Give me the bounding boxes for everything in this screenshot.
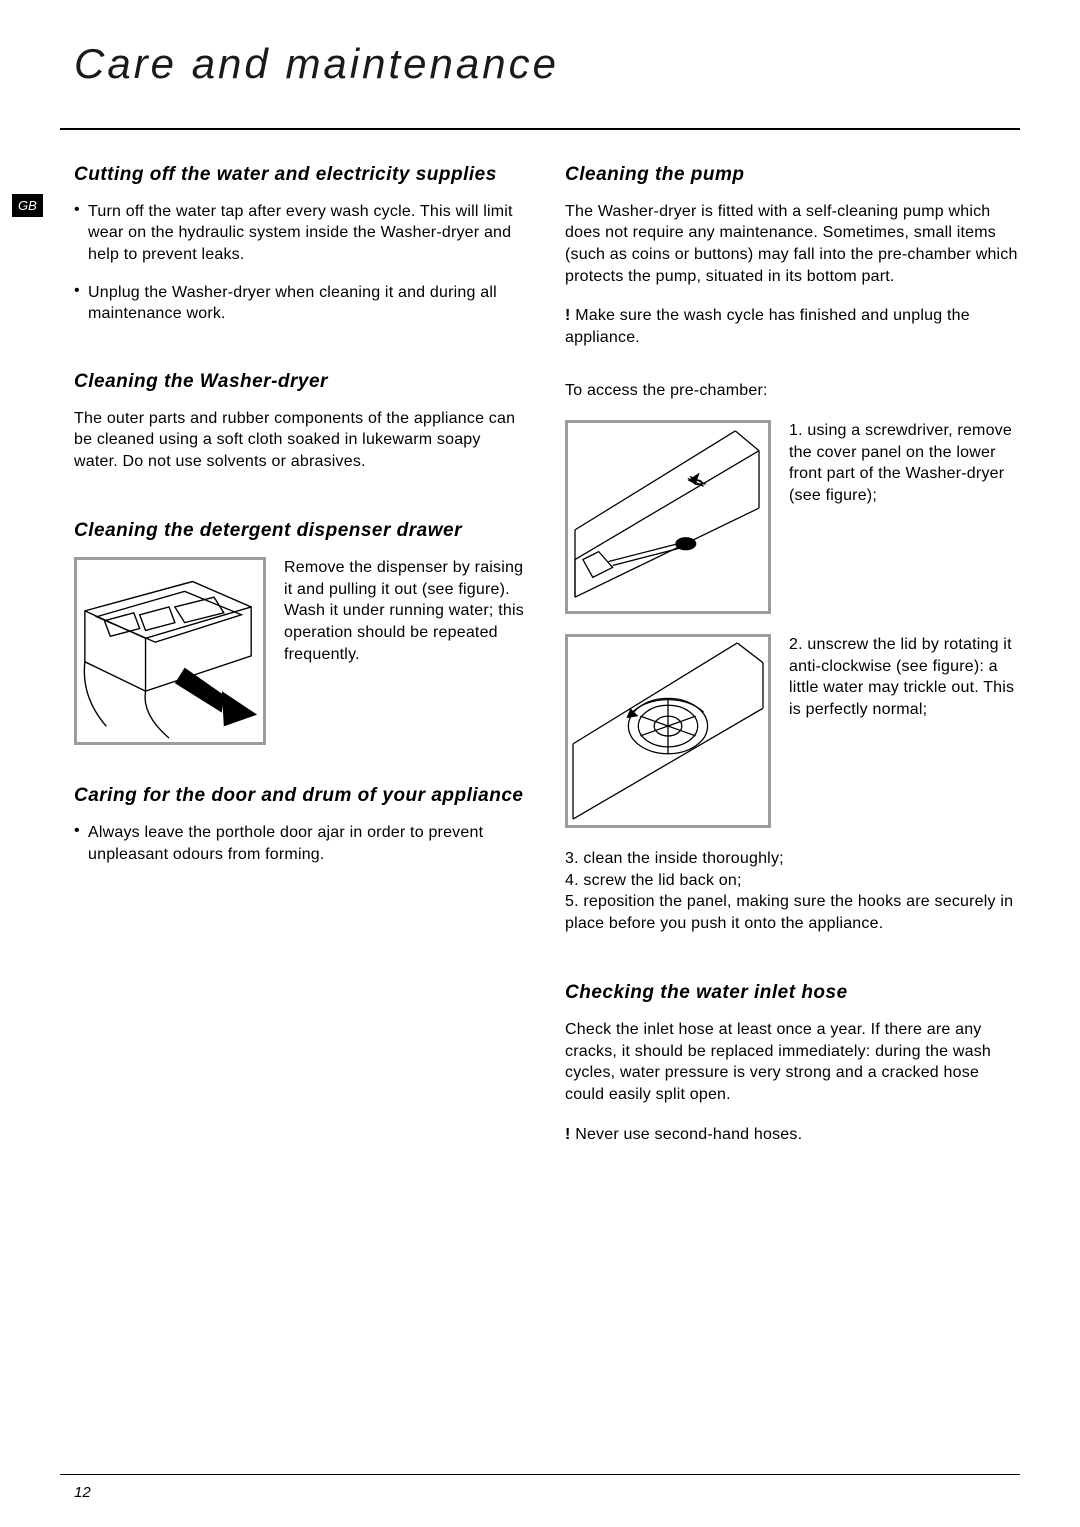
bullet-icon: [74, 822, 88, 865]
warning-text: Make sure the wash cycle has finished an…: [565, 305, 1020, 348]
figure-drawer: [74, 557, 266, 745]
bullet-list: Always leave the porthole door ajar in o…: [74, 822, 529, 865]
figure-row: 2. unscrew the lid by rotating it anti-c…: [565, 634, 1020, 828]
section-heading: Checking the water inlet hose: [565, 982, 1020, 1005]
step-text: 1. using a screwdriver, remove the cover…: [789, 420, 1020, 614]
list-item: Turn off the water tap after every wash …: [74, 201, 529, 266]
footer-rule: [60, 1474, 1020, 1475]
section-inlet-hose: Checking the water inlet hose Check the …: [565, 982, 1020, 1145]
manual-page: Care and maintenance GB Cutting off the …: [0, 0, 1080, 1527]
list-item: Unplug the Washer-dryer when cleaning it…: [74, 282, 529, 325]
figure-panel-remove: [565, 420, 771, 614]
bullet-text: Unplug the Washer-dryer when cleaning it…: [88, 282, 529, 325]
section-cleaning-washer: Cleaning the Washer-dryer The outer part…: [74, 371, 529, 473]
page-title: Care and maintenance: [74, 40, 1020, 88]
body-text: The Washer-dryer is fitted with a self-c…: [565, 201, 1020, 287]
bullet-icon: [74, 201, 88, 266]
right-column: Cleaning the pump The Washer-dryer is fi…: [565, 164, 1020, 1145]
figure-row: 1. using a screwdriver, remove the cover…: [565, 420, 1020, 614]
body-text: Remove the dispenser by raising it and p…: [284, 557, 529, 745]
figure-row: Remove the dispenser by raising it and p…: [74, 557, 529, 745]
bullet-text: Turn off the water tap after every wash …: [88, 201, 529, 266]
figure-unscrew-lid: [565, 634, 771, 828]
language-tab: GB: [12, 194, 43, 217]
drawer-illustration-icon: [77, 560, 263, 742]
section-cutting-off: Cutting off the water and electricity su…: [74, 164, 529, 325]
body-text: To access the pre-chamber:: [565, 380, 1020, 402]
bullet-icon: [74, 282, 88, 325]
bullet-list: Turn off the water tap after every wash …: [74, 201, 529, 325]
panel-illustration-icon: [568, 423, 768, 611]
step-text: 3. clean the inside thoroughly;: [565, 848, 1020, 870]
section-heading: Cutting off the water and electricity su…: [74, 164, 529, 187]
title-rule: [60, 128, 1020, 130]
section-heading: Cleaning the Washer-dryer: [74, 371, 529, 394]
section-cleaning-drawer: Cleaning the detergent dispenser drawer: [74, 520, 529, 745]
warning-text: Never use second-hand hoses.: [565, 1124, 1020, 1146]
section-cleaning-pump: Cleaning the pump The Washer-dryer is fi…: [565, 164, 1020, 934]
section-heading: Caring for the door and drum of your app…: [74, 785, 529, 808]
body-text: Check the inlet hose at least once a yea…: [565, 1019, 1020, 1105]
body-text: The outer parts and rubber components of…: [74, 408, 529, 473]
lid-illustration-icon: [568, 637, 768, 825]
step-text: 4. screw the lid back on;: [565, 870, 1020, 892]
section-heading: Cleaning the detergent dispenser drawer: [74, 520, 529, 543]
content-columns: Cutting off the water and electricity su…: [60, 164, 1020, 1145]
step-text: 5. reposition the panel, making sure the…: [565, 891, 1020, 934]
bullet-text: Always leave the porthole door ajar in o…: [88, 822, 529, 865]
list-item: Always leave the porthole door ajar in o…: [74, 822, 529, 865]
section-heading: Cleaning the pump: [565, 164, 1020, 187]
left-column: Cutting off the water and electricity su…: [60, 164, 529, 1145]
step-text: 2. unscrew the lid by rotating it anti-c…: [789, 634, 1020, 828]
section-door-drum: Caring for the door and drum of your app…: [74, 785, 529, 865]
page-number: 12: [74, 1484, 91, 1501]
